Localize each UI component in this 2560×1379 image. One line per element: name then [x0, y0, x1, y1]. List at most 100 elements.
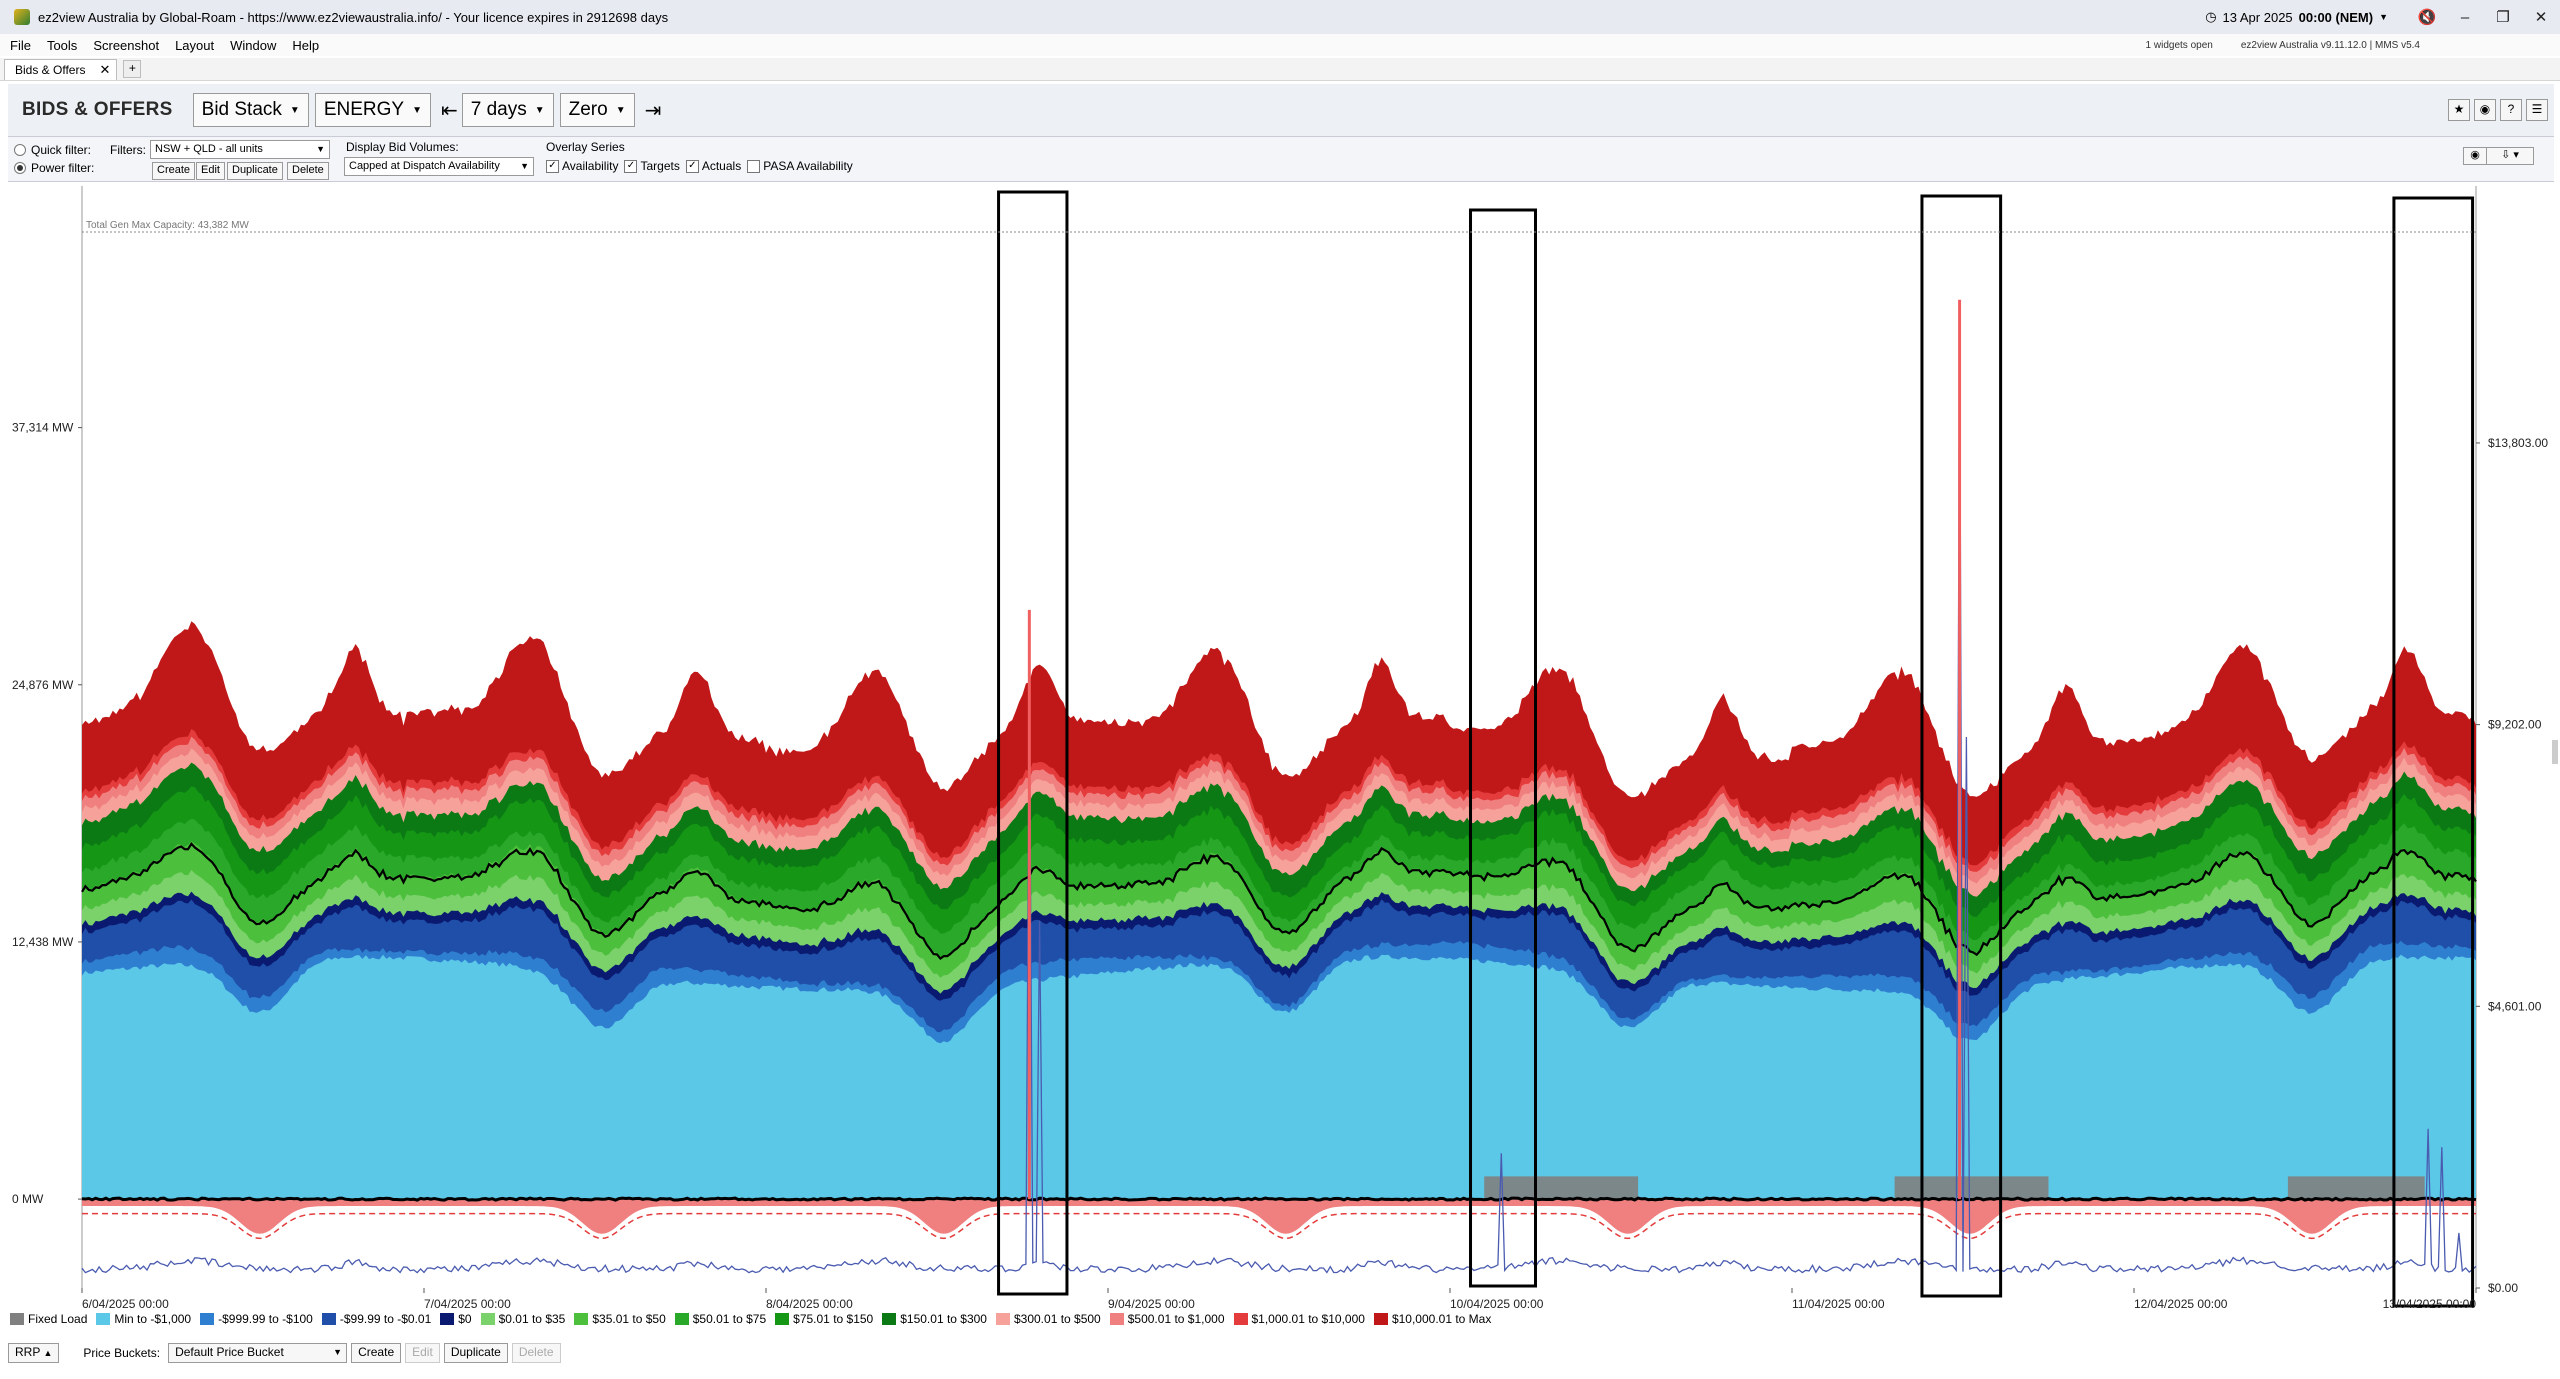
legend-label: $50.01 to $75 [692, 1312, 767, 1326]
filter-bar: Quick filter: Power filter: Filters: NSW… [8, 137, 2554, 182]
overlay-series [81, 299, 2477, 1274]
mute-icon[interactable]: 🔇 [2417, 9, 2437, 26]
add-tab-button[interactable]: + [123, 60, 142, 78]
page-title: BIDS & OFFERS [22, 99, 173, 120]
quick-filter-radio[interactable]: Quick filter: [14, 143, 91, 157]
check-icon: ✓ [685, 159, 699, 173]
legend-label: -$99.99 to -$0.01 [339, 1312, 432, 1326]
legend-item[interactable]: $10,000.01 to Max [1373, 1312, 1491, 1326]
legend-item[interactable]: $50.01 to $75 [674, 1312, 767, 1326]
legend-item[interactable]: -$999.99 to -$100 [200, 1312, 313, 1326]
legend-label: -$999.99 to -$100 [218, 1312, 313, 1326]
clock-time: 00:00 (NEM) [2298, 9, 2374, 25]
display-bid-volumes-value: Capped at Dispatch Availability [349, 160, 500, 172]
minimize-button[interactable]: – [2460, 8, 2470, 26]
restore-button[interactable]: ❐ [2496, 9, 2510, 26]
legend-swatch [574, 1313, 589, 1325]
market-select[interactable]: ENERGY ▼ [314, 93, 431, 127]
create-bucket-button[interactable]: Create [351, 1343, 402, 1363]
rrp-toggle-button[interactable]: RRP ▲ [8, 1343, 60, 1363]
filter-select[interactable]: NSW + QLD - all units ▼ [150, 140, 330, 159]
legend-swatch [200, 1313, 215, 1325]
legend-swatch [995, 1313, 1010, 1325]
quick-filter-label: Quick filter: [31, 143, 92, 157]
availability-checkbox[interactable]: ✓ Availability [546, 159, 618, 173]
close-button[interactable]: ✕ [2534, 9, 2548, 26]
duplicate-bucket-button[interactable]: Duplicate [443, 1343, 508, 1363]
clock-icon: ◷ [2205, 9, 2217, 24]
legend-item[interactable]: Min to -$1,000 [96, 1312, 191, 1326]
y-tick-label: 37,314 MW [12, 421, 74, 435]
tab-bids-offers[interactable]: Bids & Offers ✕ [4, 58, 118, 80]
y2-tick-label: $4,601.00 [2488, 999, 2542, 1013]
power-filter-radio[interactable]: Power filter: [14, 161, 94, 175]
menu-layout[interactable]: Layout [175, 37, 215, 53]
delete-bucket-button[interactable]: Delete [511, 1343, 561, 1363]
chevron-down-icon: ▼ [289, 104, 300, 116]
legend-item[interactable]: $75.01 to $150 [775, 1312, 873, 1326]
legend-item[interactable]: $35.01 to $50 [574, 1312, 666, 1326]
bid-stack-chart[interactable]: Total Gen Max Capacity: 43,382 MW 37,314… [0, 182, 2560, 1310]
display-bid-volumes-select[interactable]: Capped at Dispatch Availability ▼ [344, 157, 534, 176]
legend-item[interactable]: $300.01 to $500 [995, 1312, 1101, 1326]
fixed-load-block [2287, 1176, 2425, 1200]
chevron-up-icon: ▲ [43, 1348, 53, 1358]
pasa-availability-checkbox[interactable]: PASA Availability [747, 159, 853, 173]
x-tick-label: 8/04/2025 00:00 [766, 1297, 853, 1310]
export-icon[interactable]: ⇩ ▾ [2486, 147, 2534, 165]
comment-icon[interactable]: ☰ [2526, 99, 2548, 121]
span-select[interactable]: 7 days ▼ [461, 93, 554, 127]
duplicate-filter-button[interactable]: Duplicate [227, 162, 283, 180]
legend-label: $500.01 to $1,000 [1127, 1312, 1225, 1326]
actuals-checkbox[interactable]: ✓ Actuals [685, 159, 741, 173]
version-info: ez2view Australia v9.11.12.0 | MMS v5.4 [2240, 39, 2420, 51]
close-icon[interactable]: ✕ [99, 61, 111, 77]
edit-filter-button[interactable]: Edit [196, 162, 225, 180]
legend-label: $35.01 to $50 [592, 1312, 666, 1326]
price-bucket-select[interactable]: Default Price Bucket ▼ [168, 1343, 348, 1363]
delete-filter-button[interactable]: Delete [287, 162, 329, 180]
y-tick-label: 24,876 MW [12, 678, 74, 692]
legend-swatch [321, 1313, 336, 1325]
legend-item[interactable]: $500.01 to $1,000 [1109, 1312, 1225, 1326]
menu-tools[interactable]: Tools [46, 37, 78, 53]
actuals-line [81, 1196, 2477, 1202]
legend-item[interactable]: -$99.99 to -$0.01 [321, 1312, 432, 1326]
menu-file[interactable]: File [10, 37, 31, 53]
overlay-series-options: ✓ Availability ✓ Targets ✓ Actuals PASA Ava… [546, 159, 859, 173]
camera-icon[interactable]: ◉ [2474, 99, 2496, 121]
market-select-value: ENERGY [323, 99, 405, 120]
tab-label: Bids & Offers [15, 62, 86, 77]
y-tick-label: 0 MW [12, 1192, 44, 1206]
capacity-annotation: Total Gen Max Capacity: 43,382 MW [86, 220, 249, 231]
filter-select-value: NSW + QLD - all units [155, 143, 263, 155]
legend-item[interactable]: $150.01 to $300 [882, 1312, 987, 1326]
create-filter-button[interactable]: Create [152, 162, 196, 180]
splitter-handle[interactable] [2552, 740, 2558, 764]
legend-label: $300.01 to $500 [1013, 1312, 1101, 1326]
edit-bucket-button[interactable]: Edit [405, 1343, 440, 1363]
star-icon[interactable]: ★ [2448, 99, 2470, 121]
legend-label: $0.01 to $35 [498, 1312, 566, 1326]
band-min-to-neg1000 [82, 954, 2476, 1200]
jump-start-icon[interactable]: ⇤ [440, 99, 458, 122]
menu-help[interactable]: Help [292, 37, 320, 53]
menu-window[interactable]: Window [230, 37, 277, 53]
targets-checkbox[interactable]: ✓ Targets [624, 159, 680, 173]
view-select[interactable]: Bid Stack ▼ [192, 93, 309, 127]
chevron-down-icon[interactable]: ▼ [2379, 12, 2388, 22]
menu-screenshot[interactable]: Screenshot [93, 37, 160, 53]
chevron-down-icon: ▼ [615, 104, 626, 116]
legend-item[interactable]: $0.01 to $35 [480, 1312, 566, 1326]
legend-item[interactable]: $1,000.01 to $10,000 [1233, 1312, 1365, 1326]
legend-item[interactable]: $0 [440, 1312, 472, 1326]
jump-end-icon[interactable]: ⇥ [644, 99, 662, 122]
baseline-select[interactable]: Zero ▼ [559, 93, 635, 127]
nem-clock[interactable]: ◷ 13 Apr 2025 00:00 (NEM) ▼ [2205, 9, 2388, 25]
overlay-series-label: Overlay Series [546, 140, 625, 154]
y2-tick-label: $13,803.00 [2488, 436, 2548, 450]
legend-item[interactable]: Fixed Load [10, 1312, 87, 1326]
help-icon[interactable]: ? [2500, 99, 2522, 121]
snapshot-icon[interactable]: ◉ [2463, 147, 2487, 165]
y2-axis-ticks: $13,803.00 $9,202.00 $4,601.00 $0.00 [2476, 436, 2548, 1295]
